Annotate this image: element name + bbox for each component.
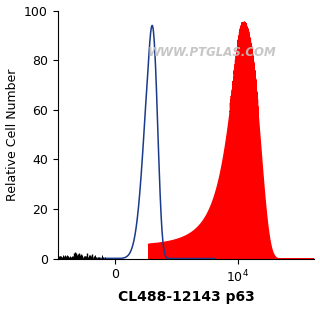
Text: WWW.PTGLAS.COM: WWW.PTGLAS.COM (148, 46, 276, 59)
X-axis label: CL488-12143 p63: CL488-12143 p63 (118, 290, 254, 304)
Y-axis label: Relative Cell Number: Relative Cell Number (5, 69, 19, 201)
